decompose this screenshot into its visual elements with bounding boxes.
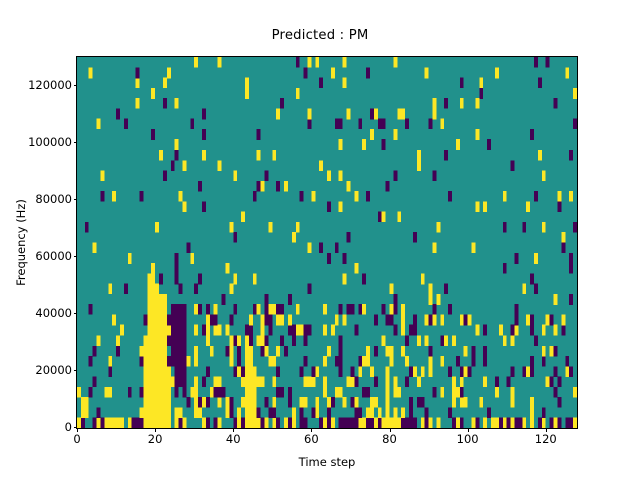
y-tick-label-120000: 120000: [28, 78, 72, 92]
x-tick-label-40: 40: [225, 432, 241, 446]
y-tick-mark-100000: [73, 142, 77, 143]
x-tick-mark-40: [233, 428, 235, 432]
x-tick-mark-100: [467, 428, 469, 432]
y-tick-mark-40000: [73, 313, 77, 314]
x-tick-label-60: 60: [304, 432, 319, 446]
x-tick-mark-60: [311, 428, 313, 432]
y-tick-mark-120000: [73, 85, 77, 86]
y-tick-mark-20000: [73, 370, 77, 371]
y-tick-label-100000: 100000: [28, 135, 72, 149]
heatmap-plot-area: [76, 56, 578, 429]
x-tick-mark-0: [77, 428, 78, 432]
x-tick-label-0: 0: [73, 432, 81, 446]
y-tick-label-0: 0: [64, 420, 72, 434]
x-axis-label: Time step: [298, 455, 356, 469]
x-tick-mark-20: [155, 428, 157, 432]
y-tick-label-60000: 60000: [35, 249, 72, 263]
chart-title: Predicted : PM: [271, 28, 369, 43]
y-tick-label-20000: 20000: [35, 363, 72, 377]
x-tick-label-20: 20: [147, 432, 163, 446]
x-tick-mark-120: [545, 428, 547, 432]
x-tick-label-80: 80: [382, 432, 397, 446]
y-tick-mark-60000: [73, 256, 77, 257]
x-tick-mark-80: [389, 428, 391, 432]
heatmap-canvas: [77, 57, 577, 428]
y-tick-mark-0: [73, 427, 77, 428]
y-tick-label-40000: 40000: [35, 306, 72, 320]
y-tick-label-80000: 80000: [35, 192, 72, 206]
y-tick-mark-80000: [73, 199, 77, 200]
x-tick-label-120: 120: [534, 432, 557, 446]
x-tick-label-100: 100: [456, 432, 479, 446]
